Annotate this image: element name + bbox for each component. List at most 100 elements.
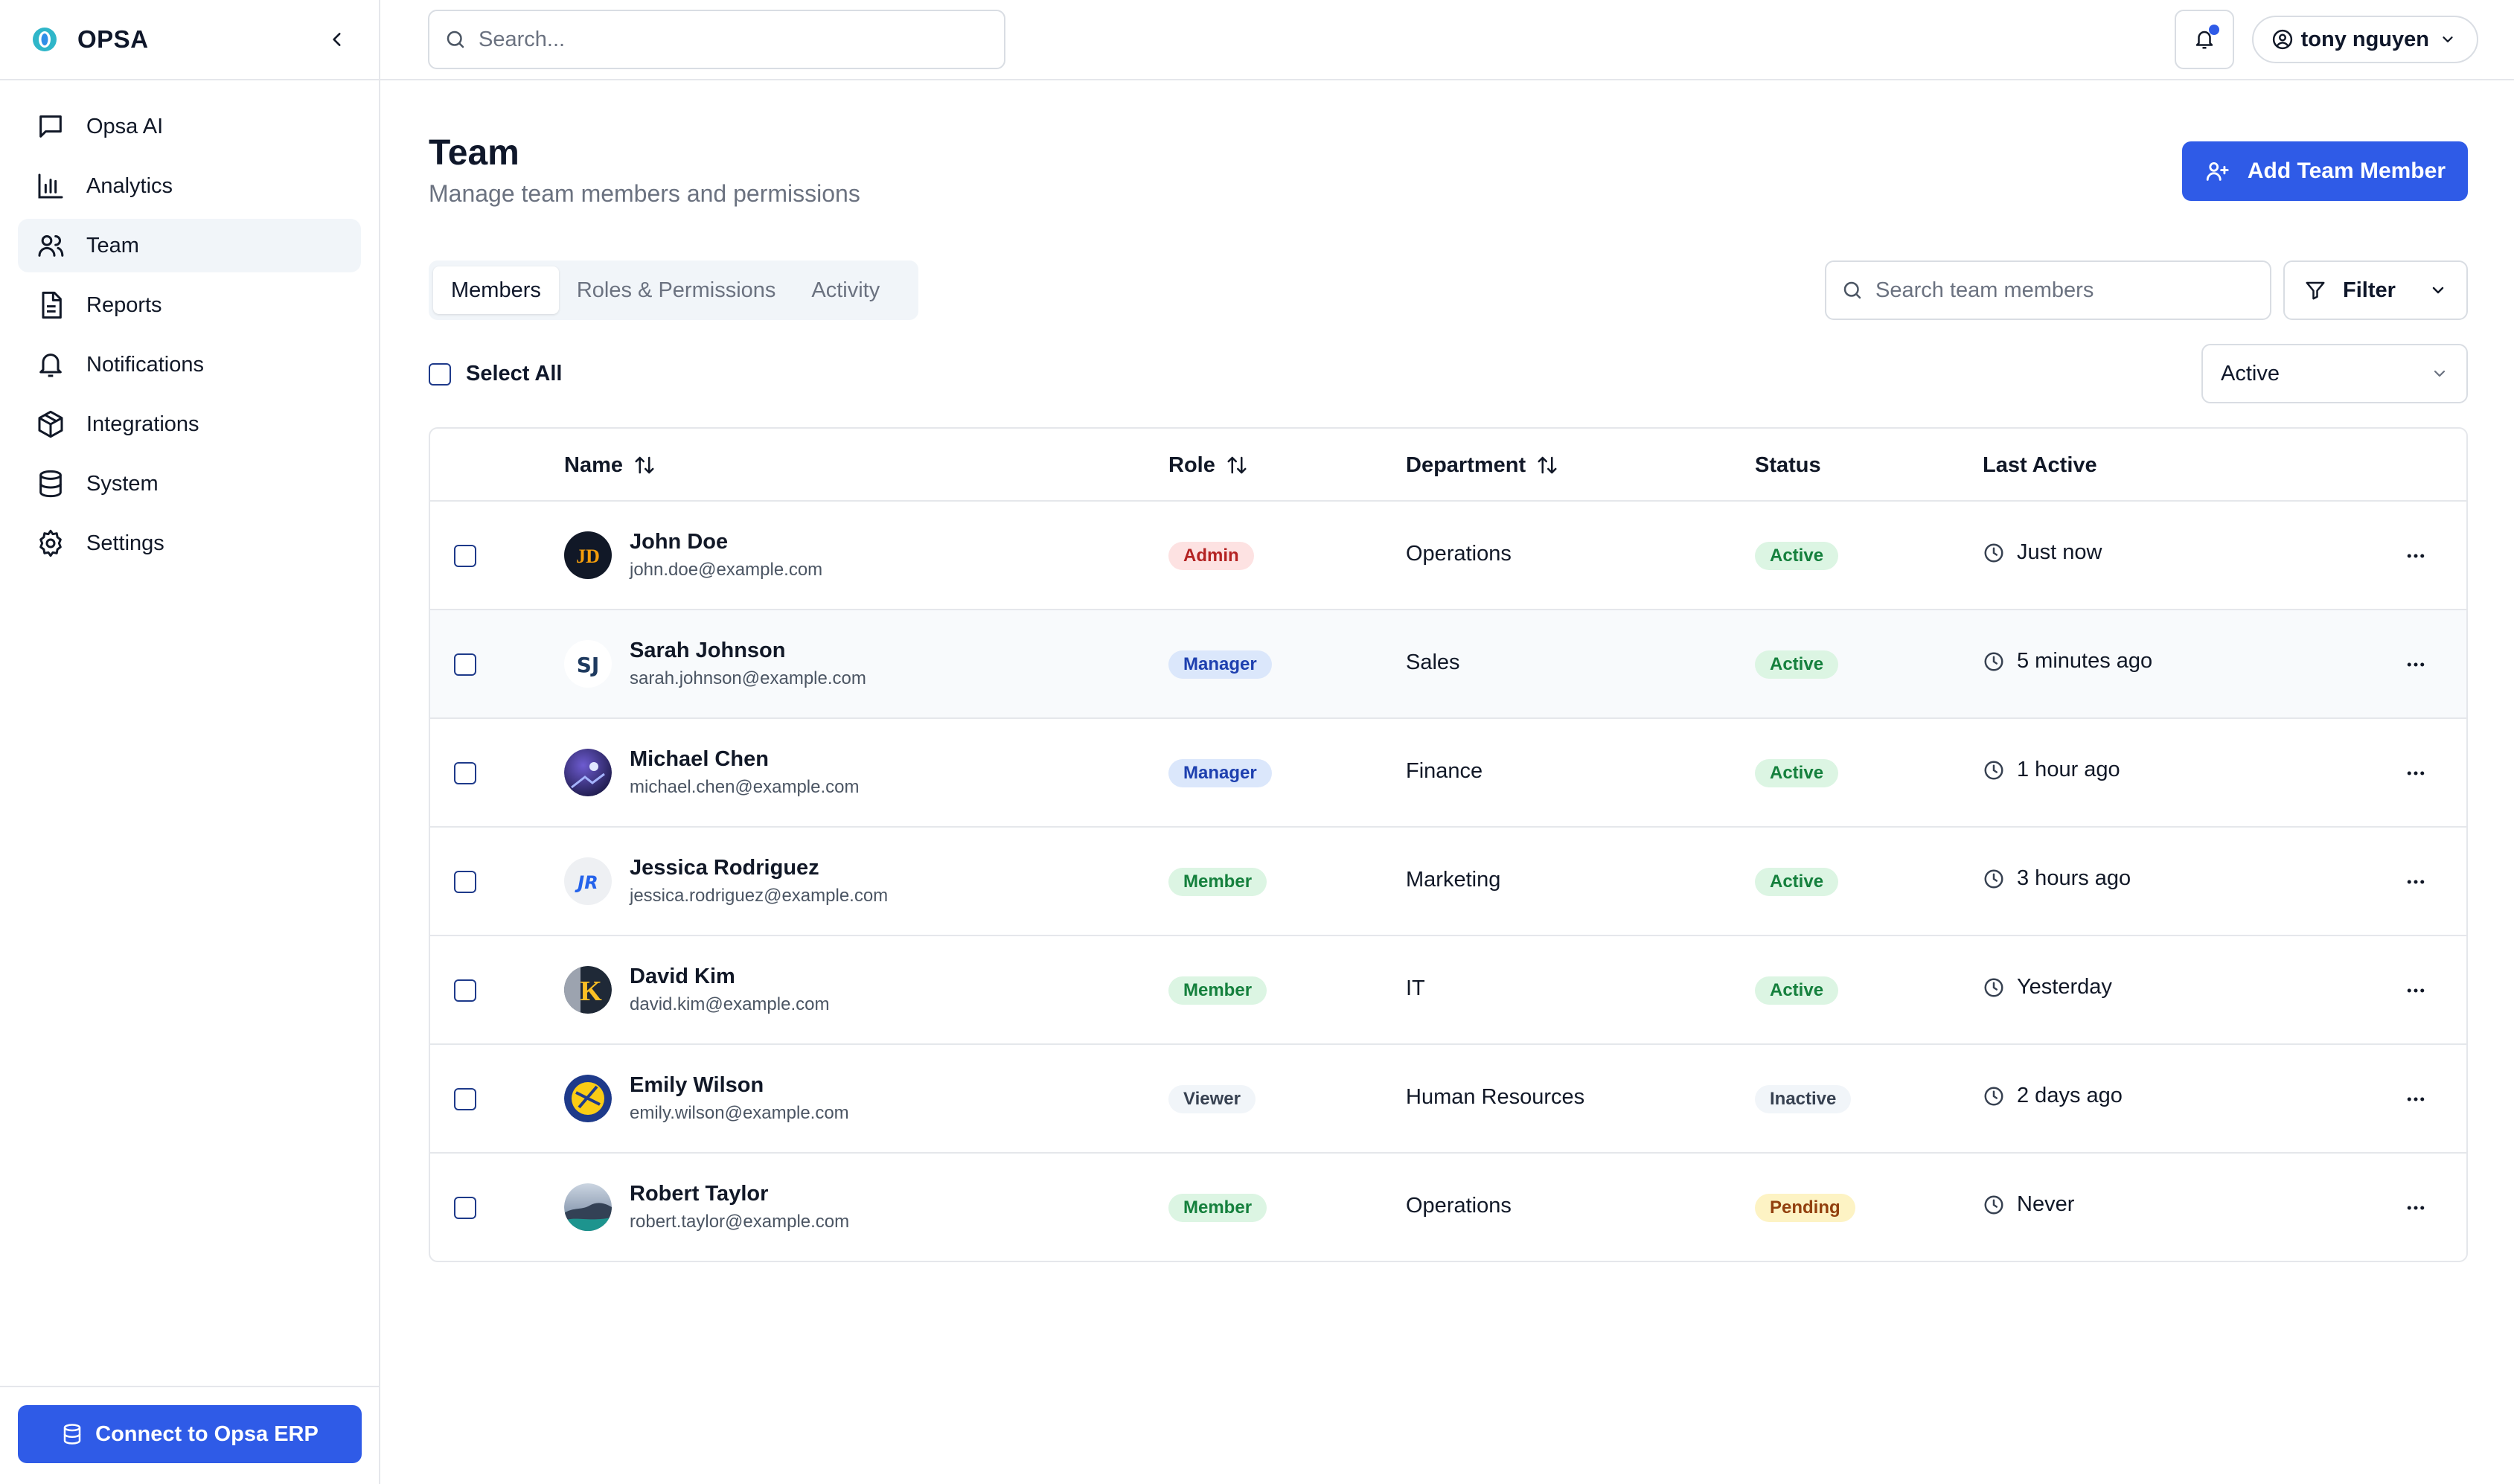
row-actions-button[interactable]: [2401, 867, 2431, 897]
row-actions-button[interactable]: [2401, 758, 2431, 788]
sidebar-item-analytics[interactable]: Analytics: [18, 159, 361, 213]
row-actions-button[interactable]: [2401, 1193, 2431, 1223]
row-checkbox[interactable]: [454, 979, 476, 1002]
member-email: sarah.johnson@example.com: [630, 668, 866, 688]
table-row[interactable]: Emily Wilson emily.wilson@example.com Vi…: [430, 1045, 2466, 1154]
sidebar-item-settings[interactable]: Settings: [18, 516, 361, 570]
row-checkbox[interactable]: [454, 762, 476, 784]
tab-activity[interactable]: Activity: [811, 278, 880, 302]
row-actions-button[interactable]: [2401, 976, 2431, 1005]
sort-icon[interactable]: [633, 454, 656, 476]
clock-icon: [1984, 1087, 2003, 1105]
select-all[interactable]: Select All: [429, 362, 562, 386]
main-content: Team Manage team members and permissions…: [429, 80, 2468, 1262]
table-row[interactable]: Robert Taylor robert.taylor@example.com …: [430, 1154, 2466, 1261]
chevron-left-icon: [333, 33, 341, 46]
selection-row: Select All Active: [429, 344, 2468, 403]
tab-list: Members Roles & Permissions Activity: [429, 260, 918, 320]
header-department-label: Department: [1406, 452, 1526, 477]
status-filter-select[interactable]: Active: [2201, 344, 2468, 403]
table-row[interactable]: Michael Chen michael.chen@example.com Ma…: [430, 719, 2466, 828]
tab-members[interactable]: Members: [433, 266, 559, 314]
app-name: OPSA: [77, 25, 149, 53]
global-search-input[interactable]: [479, 27, 989, 52]
row-checkbox[interactable]: [454, 1197, 476, 1219]
sidebar-item-team[interactable]: Team: [18, 219, 361, 272]
member-email: john.doe@example.com: [630, 560, 823, 580]
member-department: IT: [1406, 976, 1425, 1000]
member-search[interactable]: [1825, 260, 2271, 320]
sort-icon[interactable]: [1536, 454, 1558, 476]
row-checkbox[interactable]: [454, 653, 476, 676]
sidebar-item-notifications[interactable]: Notifications: [18, 338, 361, 391]
sidebar-item-reports[interactable]: Reports: [18, 278, 361, 332]
user-menu-button[interactable]: tony nguyen: [2251, 16, 2478, 63]
more-horizontal-icon: [2407, 880, 2425, 884]
status-badge: Active: [1755, 542, 1839, 570]
collapse-sidebar-button[interactable]: [321, 23, 354, 56]
member-department: Operations: [1406, 1194, 1512, 1218]
member-name: Sarah Johnson: [630, 639, 786, 662]
avatar: JR: [564, 857, 612, 905]
clock-icon: [1984, 761, 2003, 779]
chevron-down-icon: [2443, 36, 2453, 42]
sidebar-item-integrations[interactable]: Integrations: [18, 397, 361, 451]
last-active-text: Yesterday: [2017, 975, 2112, 999]
clock-icon: [1984, 652, 2003, 671]
header-last-active-label: Last Active: [1983, 452, 2097, 477]
member-email: michael.chen@example.com: [630, 777, 860, 797]
notifications-button[interactable]: [2174, 10, 2234, 69]
sidebar-item-system[interactable]: System: [18, 457, 361, 511]
header-name-label: Name: [564, 452, 623, 477]
row-checkbox[interactable]: [454, 545, 476, 567]
table-row[interactable]: K David Kim david.kim@example.com Member…: [430, 936, 2466, 1045]
member-email: jessica.rodriguez@example.com: [630, 886, 889, 906]
member-email: robert.taylor@example.com: [630, 1212, 850, 1232]
chevron-down-icon: [2434, 370, 2446, 377]
status-filter-value: Active: [2221, 361, 2280, 386]
filter-button[interactable]: Filter: [2283, 260, 2468, 320]
row-actions-button[interactable]: [2401, 541, 2431, 571]
clock-icon: [1984, 1195, 2003, 1214]
connect-erp-label: Connect to Opsa ERP: [95, 1421, 319, 1446]
message-square-icon: [39, 115, 62, 138]
user-circle-icon: [2272, 29, 2292, 50]
more-horizontal-icon: [2407, 662, 2425, 667]
row-checkbox[interactable]: [454, 1088, 476, 1110]
sidebar-item-label: Analytics: [86, 173, 173, 198]
table-row[interactable]: SJ Sarah Johnson sarah.johnson@example.c…: [430, 610, 2466, 719]
sidebar-item-label: Settings: [86, 531, 164, 555]
more-horizontal-icon: [2407, 1097, 2425, 1101]
row-actions-button[interactable]: [2401, 1084, 2431, 1114]
connect-erp-button[interactable]: Connect to Opsa ERP: [18, 1405, 362, 1463]
database-icon: [63, 1424, 81, 1445]
members-toolbar: Members Roles & Permissions Activity Fil…: [429, 260, 2468, 320]
avatar: [564, 1075, 612, 1122]
tab-roles-permissions[interactable]: Roles & Permissions: [576, 278, 776, 302]
topbar-actions: tony nguyen: [2174, 10, 2478, 69]
table-row[interactable]: JR Jessica Rodriguez jessica.rodriguez@e…: [430, 828, 2466, 936]
user-name: tony nguyen: [2300, 27, 2429, 51]
member-department: Sales: [1406, 650, 1460, 674]
bell-icon: [39, 354, 62, 377]
sort-icon[interactable]: [1226, 454, 1248, 476]
last-active-text: 1 hour ago: [2017, 758, 2120, 781]
last-active: Yesterday: [1983, 975, 2112, 1000]
row-actions-button[interactable]: [2401, 650, 2431, 679]
sidebar-item-opsa-ai[interactable]: Opsa AI: [18, 100, 361, 153]
row-checkbox[interactable]: [454, 871, 476, 893]
select-all-checkbox[interactable]: [429, 362, 451, 386]
role-badge: Admin: [1168, 542, 1254, 570]
table-row[interactable]: JD John Doe john.doe@example.com Admin O…: [430, 502, 2466, 610]
filter-icon: [2306, 281, 2325, 300]
global-search[interactable]: [428, 10, 1005, 69]
header-department: Department: [1406, 429, 1558, 502]
brand: OPSA: [0, 0, 379, 80]
member-search-input[interactable]: [1875, 278, 2255, 303]
add-team-member-button[interactable]: Add Team Member: [2181, 141, 2468, 201]
last-active-text: 5 minutes ago: [2017, 649, 2153, 673]
avatar-initials: K: [580, 976, 602, 1007]
filter-label: Filter: [2343, 278, 2396, 302]
members-table: Name Role Department Status Last Active: [429, 427, 2468, 1262]
bar-chart-icon: [38, 173, 63, 199]
